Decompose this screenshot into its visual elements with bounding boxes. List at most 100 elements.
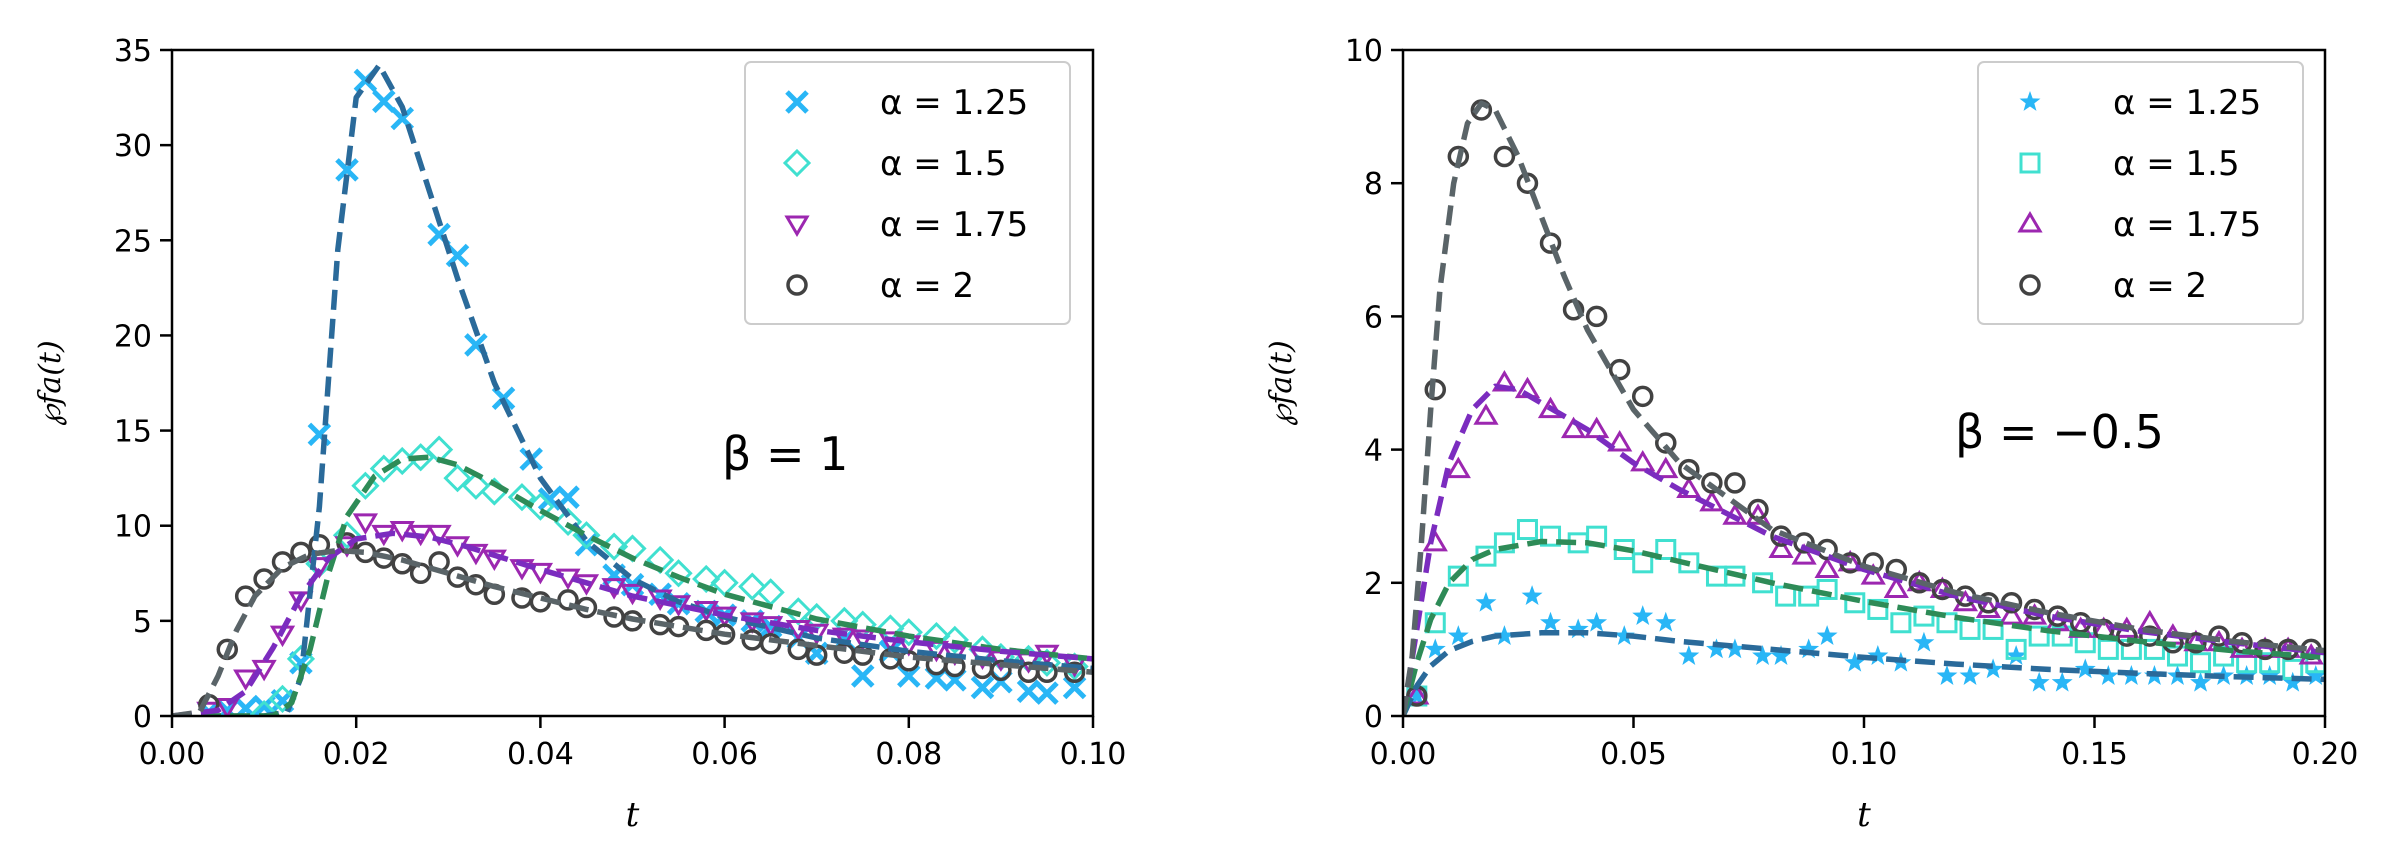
data-point xyxy=(2074,658,2096,679)
legend-marker xyxy=(786,274,808,296)
data-point xyxy=(619,583,646,606)
data-point xyxy=(1860,563,1886,585)
plot-area xyxy=(172,62,1093,716)
data-point xyxy=(787,638,810,661)
data-point xyxy=(1890,612,1912,634)
legend-label: α = 1.25 xyxy=(2113,83,2261,123)
data-point xyxy=(426,524,452,547)
data-point xyxy=(1998,603,2025,625)
data-point xyxy=(1791,543,1817,565)
data-point xyxy=(1032,648,1062,677)
data-point xyxy=(1706,638,1727,659)
data-point xyxy=(1959,618,1981,640)
data-point xyxy=(1406,685,1428,705)
data-point xyxy=(1768,536,1794,558)
data-point xyxy=(1655,611,1677,632)
data-point xyxy=(463,543,489,566)
x-tick-label: 0.00 xyxy=(139,737,206,772)
data-point xyxy=(1814,556,1840,578)
axes-frame xyxy=(170,48,1095,718)
data-point xyxy=(664,559,693,588)
y-tick-label: 6 xyxy=(1364,300,1383,335)
legend: α = 1.25 α = 1.5 α = 1.75 α = 2 xyxy=(1977,61,2304,325)
data-point xyxy=(1975,596,2002,618)
data-point xyxy=(1701,472,1723,494)
data-point xyxy=(526,492,555,521)
x-tick-label: 0.04 xyxy=(507,737,574,772)
data-point xyxy=(758,614,783,639)
fit-curve-2 xyxy=(172,454,1093,716)
legend: α = 1.25 α = 1.5 α = 1.75 α = 2 xyxy=(744,61,1071,325)
data-point xyxy=(738,572,767,601)
data-point xyxy=(2305,665,2325,685)
data-point xyxy=(1844,592,1866,614)
y-tick-label: 25 xyxy=(114,224,152,259)
data-point xyxy=(2005,645,2027,665)
y-tick-label: 4 xyxy=(1364,434,1383,469)
data-point xyxy=(509,559,535,581)
data-point xyxy=(1982,658,2004,679)
data-point xyxy=(1752,645,1774,665)
data-point xyxy=(1445,456,1471,479)
data-point xyxy=(2185,631,2207,654)
data-point xyxy=(1655,432,1677,454)
data-point xyxy=(1493,625,1515,645)
data-point xyxy=(1424,612,1446,634)
data-point xyxy=(1016,679,1041,704)
data-point xyxy=(1540,525,1562,547)
data-point xyxy=(553,507,583,537)
data-point xyxy=(537,487,562,511)
data-point xyxy=(1913,631,1935,652)
legend-marker xyxy=(2017,211,2043,233)
data-point xyxy=(1798,638,1820,659)
y-tick-label: 15 xyxy=(114,415,152,450)
data-point xyxy=(2254,638,2276,661)
data-point xyxy=(1540,611,1561,632)
data-point xyxy=(389,521,415,543)
data-point xyxy=(1404,683,1430,705)
x-tick-label: 0.06 xyxy=(691,737,758,772)
legend-marker xyxy=(2019,152,2041,174)
data-point xyxy=(2051,671,2073,692)
data-point xyxy=(898,650,920,672)
y-tick-label: 2 xyxy=(1364,567,1383,602)
y-tick-label: 20 xyxy=(114,319,152,354)
data-point xyxy=(1770,645,1792,665)
x-axis-label: t xyxy=(626,795,640,835)
right-panel: 0.00 0.05 0.10 0.15 0.20 0 2 4 6 8 10 t ℘fa(t) β = −0… xyxy=(1264,34,2358,835)
data-point xyxy=(1516,519,1538,541)
fit-curve-2 xyxy=(1403,538,2325,716)
data-point xyxy=(1521,585,1543,606)
y-tick-label: 8 xyxy=(1364,167,1383,202)
data-point xyxy=(1473,403,1499,425)
x-tick-label: 0.00 xyxy=(1370,737,1437,772)
data-point xyxy=(1775,585,1797,607)
legend-marker xyxy=(782,148,812,178)
data-point xyxy=(647,589,673,611)
legend-label: α = 1.75 xyxy=(880,205,1028,245)
data-point xyxy=(1062,675,1087,700)
legend-marker xyxy=(2019,91,2041,111)
fit-curve-3 xyxy=(1403,383,2325,716)
data-point xyxy=(1632,605,1654,625)
data-point xyxy=(940,625,969,655)
data-point xyxy=(1583,416,1610,439)
data-point xyxy=(1655,539,1677,560)
data-point xyxy=(1844,651,1866,672)
data-point xyxy=(1959,665,1981,685)
data-point xyxy=(2097,638,2119,660)
data-point xyxy=(1676,476,1702,499)
data-point xyxy=(335,158,359,182)
data-point xyxy=(850,664,875,688)
data-point xyxy=(2229,636,2255,658)
fit-curve-3 xyxy=(172,530,1093,716)
data-point xyxy=(249,699,279,716)
data-point xyxy=(1586,611,1608,632)
data-point xyxy=(1447,565,1469,587)
data-point xyxy=(2143,638,2165,660)
data-point xyxy=(2190,671,2211,692)
data-point xyxy=(2190,652,2212,674)
data-point xyxy=(2139,625,2161,647)
data-point xyxy=(332,521,362,550)
y-tick-label: 0 xyxy=(1364,700,1383,735)
